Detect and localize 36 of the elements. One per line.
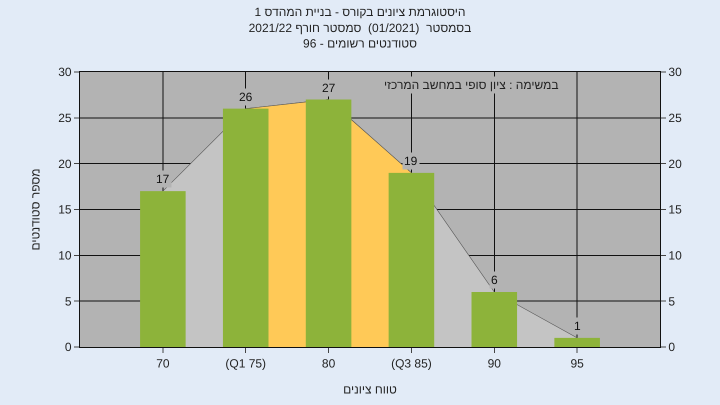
- y2-tick-label: 15: [668, 202, 682, 217]
- x-tick-label: (Q1 75): [225, 356, 266, 370]
- annotation: במשימה : ציון סופי במחשב המרכזי: [384, 78, 559, 92]
- y-tick-label: 0: [64, 340, 72, 354]
- bar: [306, 100, 352, 347]
- bar: [388, 172, 434, 347]
- x-tick-label: (Q3 85): [391, 356, 432, 370]
- x-tick-label: 95: [570, 356, 584, 370]
- y-tick-label: 30: [58, 65, 72, 80]
- y2-tick-label: 10: [668, 248, 682, 263]
- y2-tick-label: 30: [668, 65, 682, 80]
- x-tick-label: 70: [156, 356, 170, 370]
- y2-tick-label: 20: [668, 156, 682, 171]
- y2-tick-label: 0: [668, 340, 676, 354]
- y-tick-label: 15: [58, 202, 72, 217]
- bar: [140, 191, 186, 347]
- bar: [472, 292, 518, 347]
- y2-tick-label: 25: [668, 111, 682, 126]
- x-axis-title: טווח ציונים: [343, 382, 398, 396]
- x-tick-label: 90: [488, 356, 502, 370]
- y-tick-label: 5: [64, 294, 72, 308]
- data-label: 19: [404, 154, 418, 168]
- y-tick-label: 20: [58, 156, 72, 171]
- data-label: 26: [239, 90, 253, 104]
- y-tick-label: 25: [58, 111, 72, 126]
- y-tick-label: 10: [58, 248, 72, 263]
- chart-title: היסטוגרמת ציונים בקורס - בניית המהדס 1 בסמסטר (01/2021) סמסטר חורף 2021/22 סטודנטים רשומים - 96: [248, 5, 472, 50]
- data-label: 27: [322, 81, 336, 95]
- y-axis-title: מספר סטודנטים: [28, 168, 43, 251]
- bar: [554, 338, 600, 347]
- data-label: 1: [574, 319, 581, 333]
- bar: [222, 108, 268, 347]
- x-tick-label: 80: [322, 356, 336, 370]
- y2-tick-label: 5: [668, 294, 676, 308]
- data-label: 6: [491, 273, 498, 287]
- data-label: 17: [156, 172, 170, 186]
